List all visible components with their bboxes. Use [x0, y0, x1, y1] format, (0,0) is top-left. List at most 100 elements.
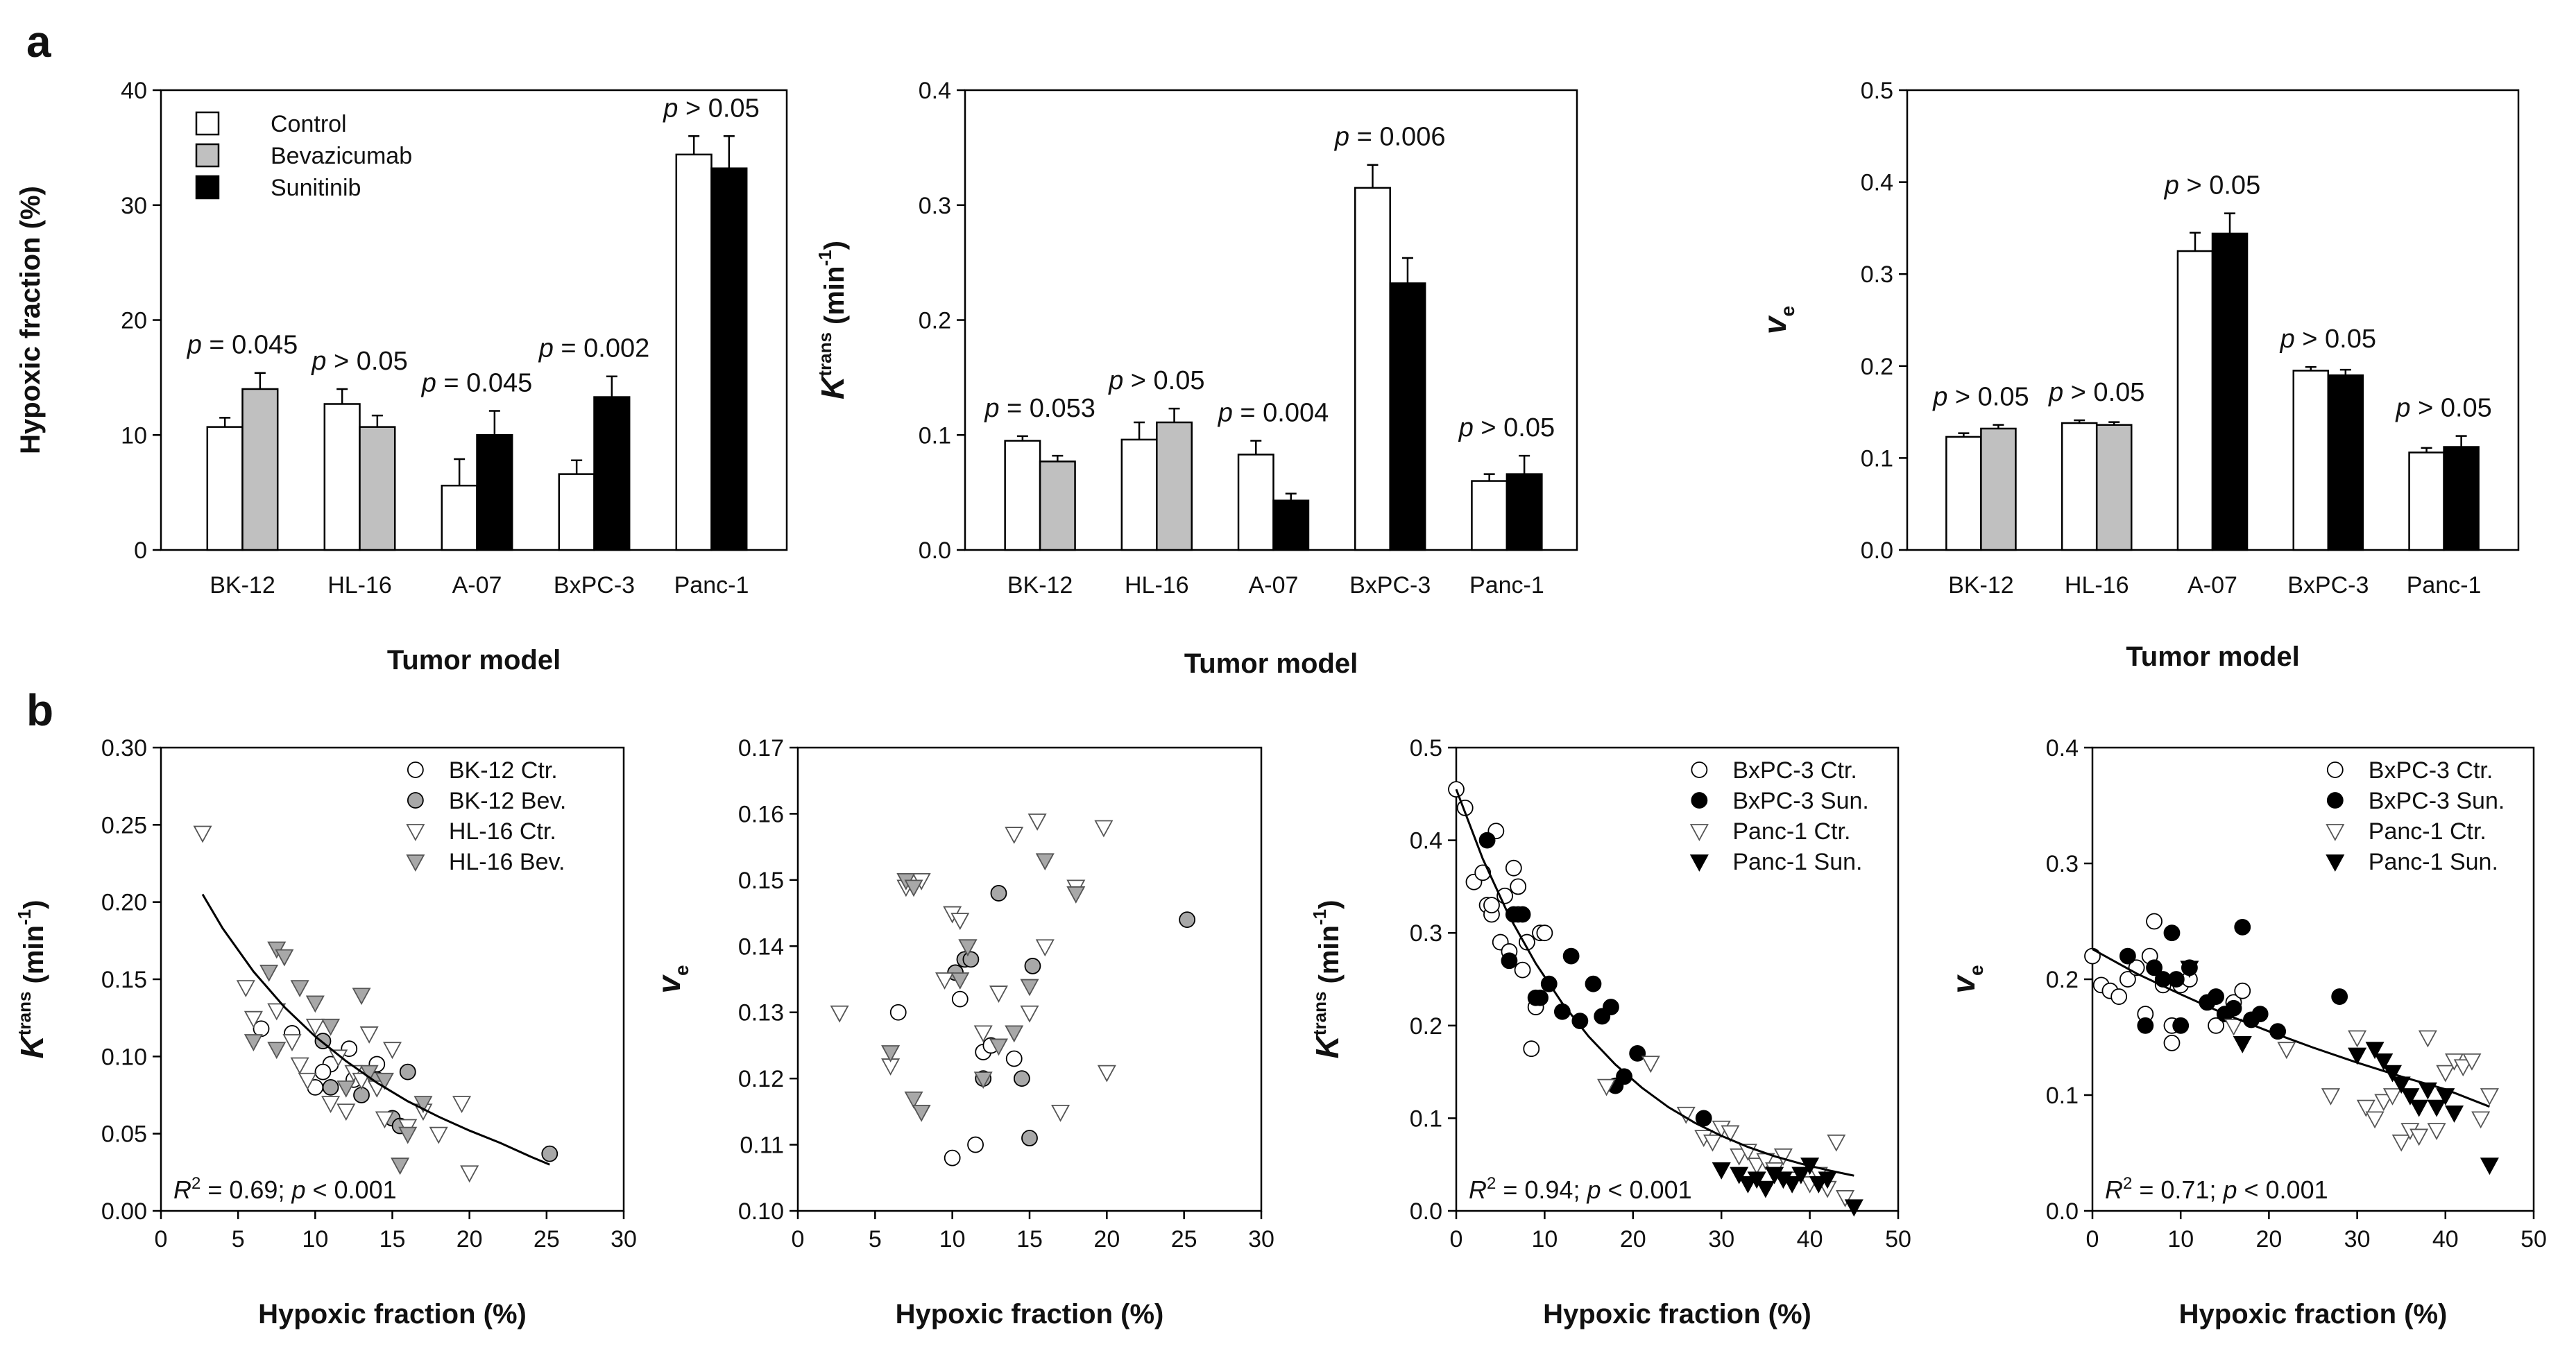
scatter-point [1562, 947, 1580, 965]
scatter-point [1051, 1104, 1071, 1122]
scatter-point [336, 1103, 356, 1121]
scatter-point [2163, 1034, 2181, 1051]
scatter-point [951, 990, 969, 1008]
bar-control [2292, 370, 2330, 551]
x-tick-label: 0 [2086, 1226, 2099, 1253]
scatter-point [2409, 1099, 2429, 1117]
y-tick-label: 0.0 [1410, 1198, 1442, 1225]
scatter-point [2234, 982, 2251, 999]
scatter-point [973, 1025, 993, 1043]
x-tick-label: 30 [1708, 1226, 1734, 1253]
bar-control [2061, 422, 2098, 551]
scatter-point [2427, 1099, 2446, 1117]
scatter-point [2326, 761, 2344, 778]
scatter-point [2326, 792, 2344, 809]
x-tick-label: 30 [1248, 1226, 1274, 1253]
scatter-point [967, 1136, 984, 1153]
scatter-point [1021, 1130, 1038, 1146]
x-axis-title: Hypoxic fraction (%) [2179, 1299, 2448, 1329]
x-tick-label: 0 [155, 1226, 168, 1253]
x-tick-label: 5 [232, 1226, 245, 1253]
y-tick-label: 0.13 [738, 1000, 784, 1026]
y-tick-label: 0.2 [919, 308, 951, 334]
scatter-point [2480, 1157, 2499, 1176]
scatter-point [2400, 1088, 2420, 1105]
x-tick-label: 0 [792, 1226, 805, 1253]
scatter-point [2163, 924, 2181, 942]
scatter-point [2374, 1094, 2394, 1112]
scatter-point [2180, 961, 2199, 979]
bar-control [1471, 480, 1508, 551]
y-tick-label: 0.00 [101, 1198, 147, 1225]
legend-label: BK-12 Ctr. [449, 757, 558, 784]
scatter-point [1703, 1134, 1722, 1152]
x-axis-title: Hypoxic fraction (%) [896, 1299, 1164, 1329]
y-tick-label: 0.3 [919, 193, 951, 219]
x-tick-label: 40 [2432, 1226, 2459, 1253]
y-axis-title: Ktrans (min-1) [1309, 900, 1345, 1059]
scatter-point [1066, 886, 1086, 904]
y-tick-label: 0.25 [101, 812, 147, 838]
scatter-point [305, 995, 325, 1013]
panel-a-label: a [26, 17, 51, 67]
scatter-point [950, 913, 970, 930]
scatter-point [352, 988, 371, 1006]
scatter-point [2225, 999, 2242, 1017]
scatter-point [541, 1145, 558, 1162]
scatter-point [290, 980, 309, 998]
bar-control [441, 484, 478, 551]
x-tick-label: 15 [379, 1226, 406, 1253]
scatter-point [352, 1072, 371, 1090]
p-value-label: p > 0.05 [663, 94, 759, 123]
bar-treated [2095, 424, 2133, 551]
scatter-point [2348, 1047, 2367, 1065]
y-tick-label: 0 [134, 537, 147, 564]
scatter-point [398, 1126, 418, 1144]
x-tick-label: HL-16 [327, 572, 392, 599]
scatter-point [889, 1004, 907, 1021]
scatter-point [429, 1126, 448, 1144]
y-axis-title: Hypoxic fraction (%) [15, 186, 46, 454]
bar-control [2176, 250, 2214, 551]
legend-label: BxPC-3 Ctr. [1732, 757, 1857, 784]
scatter-point [382, 1042, 402, 1060]
scatter-point [460, 1165, 479, 1183]
bar-treated [359, 426, 396, 551]
scatter-point [2146, 913, 2163, 930]
scatter-point [321, 1018, 341, 1036]
scatter-point [2418, 1030, 2437, 1048]
p-value-label: p > 0.05 [1108, 366, 1204, 395]
legend-label: Panc-1 Ctr. [1732, 818, 1850, 845]
x-tick-label: 25 [1171, 1226, 1197, 1253]
scatter-point [2277, 1042, 2296, 1060]
chart-a2: 0.0 0.1 0.2 0.3 0.4 Tumor model Ktrans (min-1)… [814, 78, 1578, 679]
legend-label: Bevazicumab [271, 143, 412, 169]
y-tick-label: 0.11 [740, 1133, 784, 1159]
scatter-point [2480, 1088, 2499, 1105]
x-tick-label: 10 [2167, 1226, 2194, 1253]
x-tick-label: Panc-1 [674, 572, 749, 599]
y-tick-label: 0.1 [1861, 445, 1893, 472]
p-value-label: p > 0.05 [2395, 394, 2491, 423]
x-tick-label: 10 [302, 1226, 328, 1253]
bar-treated [1980, 427, 2017, 551]
bar-control [675, 153, 713, 551]
scatter-point [1689, 854, 1709, 872]
y-tick-label: 0.30 [101, 735, 147, 761]
x-tick-label: HL-16 [2065, 572, 2129, 599]
x-tick-label: 20 [1620, 1226, 1646, 1253]
scatter-point [267, 1003, 287, 1021]
x-tick-label: 50 [2520, 1226, 2547, 1253]
scatter-point [407, 792, 424, 809]
scatter-point [1756, 1180, 1775, 1198]
y-tick-label: 0.4 [919, 78, 951, 104]
x-tick-label: BxPC-3 [1349, 572, 1431, 599]
bar-control [1120, 438, 1158, 551]
scatter-point [2374, 1053, 2394, 1071]
scatter-point [935, 972, 955, 990]
p-value-label: p = 0.045 [421, 368, 533, 397]
x-tick-label: A-07 [452, 572, 502, 599]
scatter-point [1523, 1040, 1540, 1058]
scatter-point [2110, 988, 2128, 1005]
bar-treated [1156, 421, 1193, 551]
